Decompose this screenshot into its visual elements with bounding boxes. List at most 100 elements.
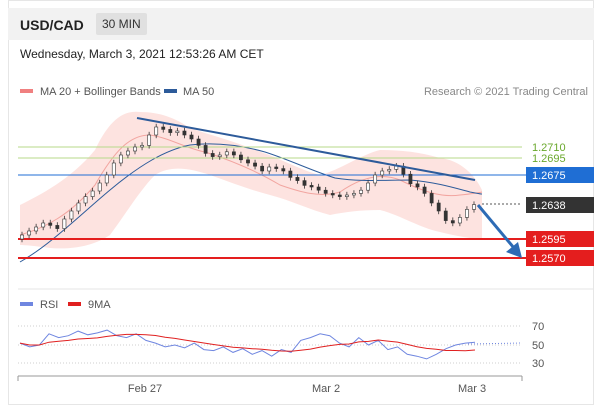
candle-body: [126, 150, 130, 156]
rsi-legend-label: RSI: [40, 299, 58, 311]
candle-body: [189, 134, 194, 140]
candle-body: [210, 153, 215, 157]
candle-body: [133, 146, 137, 152]
timestamp: Wednesday, March 3, 2021 12:53:26 AM CET: [20, 47, 264, 61]
candle-body: [457, 217, 462, 224]
9ma-legend-label: 9MA: [88, 299, 111, 311]
candle-body: [408, 173, 413, 185]
candle-body: [196, 138, 201, 146]
candle-body: [97, 182, 102, 192]
candle-body: [436, 202, 441, 212]
ma50-legend-label: MA 50: [183, 86, 214, 98]
candle-body: [69, 210, 74, 220]
candle-body: [175, 130, 180, 133]
candle-body: [337, 194, 342, 197]
candle-body: [118, 154, 123, 164]
candle-body: [83, 196, 88, 204]
candle-body: [302, 180, 307, 186]
candle-body: [161, 126, 166, 130]
candle-body: [443, 210, 448, 221]
ma50-legend-swatch: [164, 89, 177, 93]
rsi-tick-30: 30: [532, 358, 544, 370]
candle-body: [76, 202, 81, 212]
candle-body: [415, 183, 420, 188]
rsi-tick-50: 50: [532, 340, 544, 352]
candle-body: [231, 151, 236, 156]
candle-body: [380, 170, 385, 176]
candle-body: [323, 189, 328, 194]
level-label-4: 1.2638: [526, 197, 594, 213]
candle-body: [168, 129, 173, 133]
candle-body: [217, 154, 222, 157]
level-label-1: 1.2710: [532, 142, 566, 154]
level-label-2: 1.2695: [532, 153, 566, 165]
forecast-arrow: [476, 204, 516, 249]
candle-body: [41, 222, 46, 228]
chart-header: USD/CAD 30 MIN: [8, 8, 594, 40]
9ma-legend-swatch: [68, 302, 81, 306]
symbol-label: USD/CAD: [20, 17, 84, 33]
candle-body: [344, 194, 349, 197]
candle-body: [316, 186, 321, 191]
level-label-3: 1.2675: [526, 167, 594, 183]
timeframe-badge[interactable]: 30 MIN: [96, 13, 147, 35]
candle-body: [90, 190, 95, 197]
candle-body: [450, 220, 455, 224]
bb-legend-swatch: [20, 89, 33, 93]
candle-body: [387, 169, 392, 172]
candle-body: [472, 204, 476, 210]
rsi-projection: [467, 342, 523, 345]
candle-body: [267, 166, 272, 172]
candle-body: [48, 222, 53, 226]
bollinger-band: [20, 111, 482, 249]
level-label-5: 1.2595: [526, 231, 594, 247]
candle-body: [274, 166, 279, 169]
candle-body: [20, 234, 24, 240]
x-label-mar2: Mar 2: [312, 383, 340, 395]
candle-body: [203, 145, 208, 154]
candles: [20, 123, 476, 243]
candle-body: [246, 159, 250, 164]
trendline: [136, 117, 476, 181]
candle-body: [330, 193, 335, 196]
candle-body: [111, 162, 116, 176]
candle-body: [140, 145, 144, 148]
x-label-mar3: Mar 3: [458, 383, 486, 395]
candle-body: [104, 174, 109, 184]
candle-body: [429, 193, 434, 204]
candle-body: [352, 193, 356, 196]
svg-text:1.2570: 1.2570: [532, 253, 566, 265]
candle-body: [34, 226, 39, 232]
rsi-line: [19, 329, 476, 360]
candle-body: [182, 130, 187, 136]
candle-body: [147, 134, 152, 146]
ma20-line: [19, 134, 483, 236]
candle-body: [309, 185, 314, 188]
candle-body: [253, 162, 257, 167]
rsi-tick-70: 70: [532, 321, 544, 333]
candle-body: [359, 189, 363, 194]
candle-body: [239, 154, 243, 161]
candle-body: [55, 225, 60, 229]
candle-body: [422, 186, 427, 194]
candle-body: [281, 168, 286, 172]
bb-legend-label: MA 20 + Bollinger Bands: [40, 86, 161, 98]
rsi-ma-line: [19, 333, 476, 352]
candle-body: [62, 218, 67, 229]
svg-text:1.2638: 1.2638: [532, 200, 566, 212]
candle-body: [295, 177, 300, 181]
x-label-feb27: Feb 27: [128, 383, 162, 395]
rsi-legend-swatch: [20, 302, 33, 306]
svg-text:1.2595: 1.2595: [532, 234, 566, 246]
forecast-arrowhead: [506, 242, 522, 258]
svg-text:1.2675: 1.2675: [532, 170, 566, 182]
credit-text: Research © 2021 Trading Central: [424, 86, 588, 98]
svg-text:1.2695: 1.2695: [532, 153, 566, 165]
level-label-6: 1.2570: [526, 250, 594, 266]
candle-body: [260, 165, 265, 172]
candle-body: [27, 230, 31, 236]
candle-body: [154, 126, 159, 136]
candle-body: [373, 174, 378, 184]
svg-text:1.2710: 1.2710: [532, 142, 566, 154]
